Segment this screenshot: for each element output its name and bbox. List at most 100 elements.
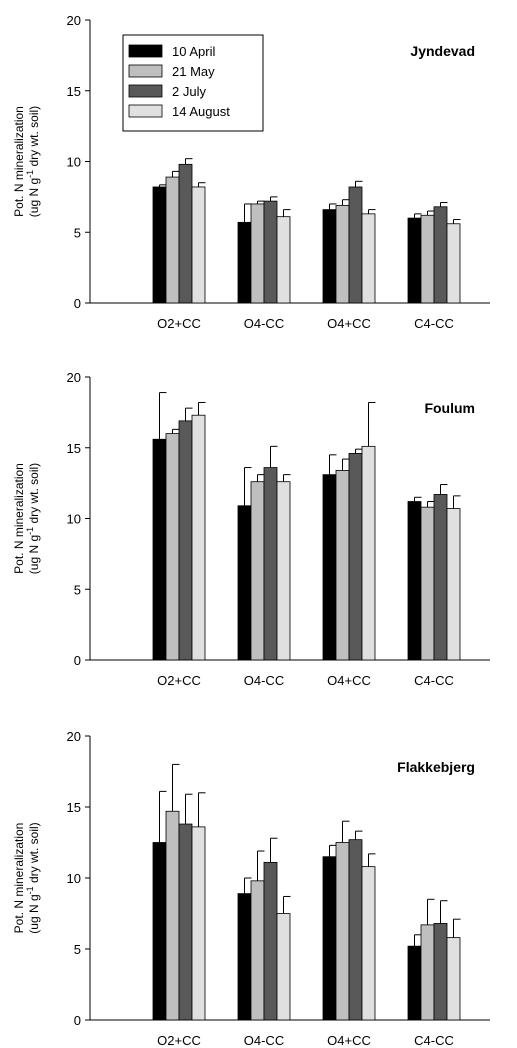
x-tick-label: O4-CC [244, 673, 284, 688]
x-tick-label: O4+CC [327, 316, 371, 331]
y-tick-label: 5 [74, 942, 81, 957]
bar [250, 481, 265, 661]
legend: 10 April 21 May 2 July 14 August [122, 34, 264, 132]
bar [446, 937, 461, 1021]
bar [191, 826, 206, 1021]
y-axis-label-line1: Pot. N mineralization [12, 823, 26, 934]
bar [250, 203, 265, 304]
bar [237, 505, 252, 661]
y-axis-label-line2: (ug N g-1 dry wt. soil) [25, 822, 41, 933]
bar [152, 438, 167, 661]
y-tick-label: 15 [67, 84, 81, 99]
bar [335, 842, 350, 1021]
bar [276, 481, 291, 661]
panel-title: Foulum [424, 400, 475, 416]
bar [446, 508, 461, 661]
x-tick-label: O2+CC [157, 316, 201, 331]
bar [165, 176, 180, 304]
y-tick-label: 5 [74, 225, 81, 240]
bar [276, 913, 291, 1021]
bar [420, 506, 435, 661]
y-tick-label: 15 [67, 800, 81, 815]
panel-flakkebjerg: 0 5 10 15 20 Pot. N mineralization (ug N g-1 d… [12, 729, 490, 1048]
y-axis-label-line2: (ug N g-1 dry wt. soil) [25, 463, 41, 574]
y-tick-label: 10 [67, 512, 81, 527]
bar [250, 880, 265, 1021]
x-tick-label: O4-CC [244, 1033, 284, 1048]
legend-swatch [128, 84, 163, 98]
panel-foulum: 0 5 10 15 20 Pot. N mineralization (ug N g-1 d… [12, 370, 490, 688]
bar [178, 163, 193, 304]
bar [335, 204, 350, 304]
x-tick-label: O2+CC [157, 1033, 201, 1048]
y-axis-label-superscript: -1 [25, 170, 35, 178]
bar [420, 924, 435, 1021]
y-tick-label: 0 [74, 1013, 81, 1028]
y-tick-label: 15 [67, 441, 81, 456]
legend-label: 10 April [172, 44, 215, 59]
x-tick-label: O4+CC [327, 1033, 371, 1048]
x-tick-label: C4-CC [414, 316, 454, 331]
y-axis-label-unit: (ug N g [27, 535, 41, 574]
y-axis-label-unit-rest: dry wt. soil) [27, 463, 41, 527]
y-tick-label: 20 [67, 729, 81, 744]
panel-title: Flakkebjerg [397, 759, 475, 775]
legend-swatch [128, 44, 163, 58]
bar [322, 856, 337, 1021]
y-tick-label: 20 [67, 13, 81, 28]
bar [348, 453, 363, 661]
x-tick-label: O4+CC [327, 673, 371, 688]
bar [263, 200, 278, 304]
x-tick-label: O2+CC [157, 673, 201, 688]
y-axis-label-unit-rest: dry wt. soil) [27, 106, 41, 170]
bar [407, 217, 422, 304]
y-tick-label: 0 [74, 653, 81, 668]
y-axis-label-superscript: -1 [25, 886, 35, 894]
bar [276, 216, 291, 304]
bar [407, 501, 422, 661]
y-tick-label: 10 [67, 155, 81, 170]
bar [263, 861, 278, 1021]
y-tick-label: 5 [74, 582, 81, 597]
legend-label: 21 May [172, 64, 215, 79]
bar [433, 206, 448, 304]
bar [165, 810, 180, 1021]
bar [165, 433, 180, 661]
legend-swatch [128, 64, 163, 78]
panel-jyndevad: 0 5 10 15 20 Pot. N mineralization (ug N g-1 d… [12, 13, 490, 331]
bar [178, 420, 193, 661]
y-axis-label-unit: (ug N g [27, 178, 41, 217]
bar [407, 945, 422, 1021]
legend-label: 14 August [172, 104, 230, 119]
y-tick-label: 0 [74, 296, 81, 311]
bar [335, 469, 350, 661]
bar [361, 213, 376, 304]
bar [191, 414, 206, 661]
bar [361, 445, 376, 661]
y-axis-label-line1: Pot. N mineralization [12, 463, 26, 574]
bar [237, 893, 252, 1021]
bar [178, 823, 193, 1021]
bar [446, 223, 461, 304]
bar [191, 186, 206, 304]
y-axis-label-line2: (ug N g-1 dry wt. soil) [25, 106, 41, 217]
y-tick-label: 20 [67, 370, 81, 385]
x-tick-label: O4-CC [244, 316, 284, 331]
bar [237, 221, 252, 304]
y-axis-label-line1: Pot. N mineralization [12, 106, 26, 217]
bar [322, 474, 337, 661]
bar [348, 186, 363, 304]
legend-label: 2 July [172, 84, 206, 99]
bar [361, 866, 376, 1021]
panel-title: Jyndevad [410, 43, 475, 59]
bar [433, 923, 448, 1021]
y-axis-label-superscript: -1 [25, 527, 35, 535]
y-axis-label-unit-rest: dry wt. soil) [27, 822, 41, 886]
legend-swatch [128, 104, 163, 118]
bar [420, 214, 435, 304]
x-tick-label: C4-CC [414, 1033, 454, 1048]
bar [152, 186, 167, 304]
y-axis-label-unit: (ug N g [27, 894, 41, 933]
bar [433, 494, 448, 661]
bar [152, 842, 167, 1021]
